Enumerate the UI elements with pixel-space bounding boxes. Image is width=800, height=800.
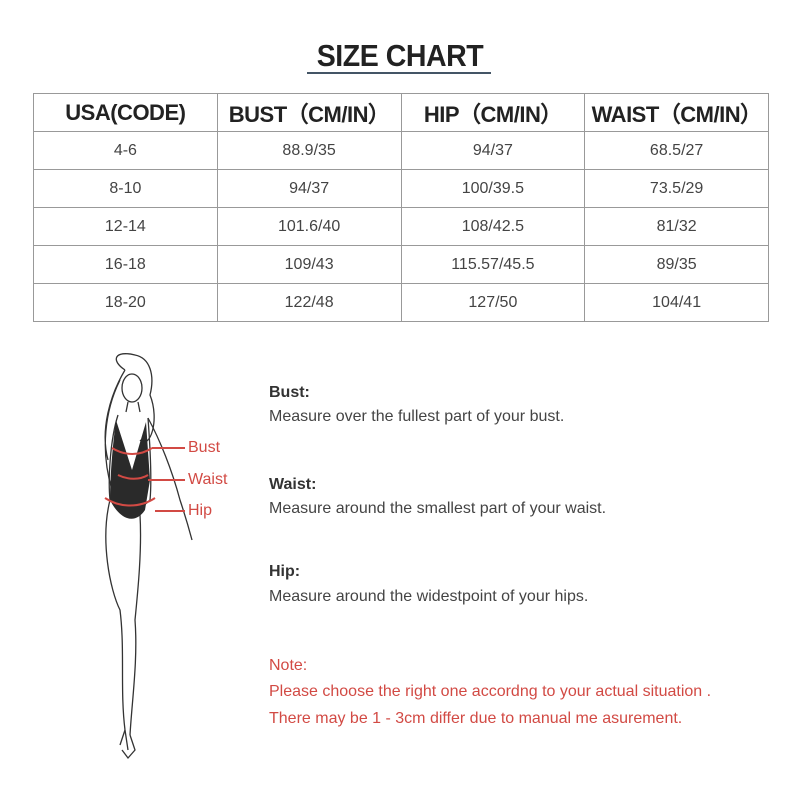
note-line-1: Please choose the right one accordng to … xyxy=(269,683,712,700)
table-row: 18-20 122/48 127/50 104/41 xyxy=(33,283,769,322)
table-cell: 127/50 xyxy=(400,283,586,322)
figure-label-waist: Waist xyxy=(188,471,228,488)
table-cell: 81/32 xyxy=(584,207,769,246)
table-row: 8-10 94/37 100/39.5 73.5/29 xyxy=(33,169,769,208)
waist-instruction: Measure around the smallest part of your… xyxy=(269,500,607,517)
table-body: 4-6 88.9/35 94/37 68.5/27 8-10 94/37 100/39.5 7… xyxy=(33,131,769,322)
hip-heading: Hip: xyxy=(269,563,301,580)
table-cell: 89/35 xyxy=(584,245,769,284)
figure-label-bust: Bust xyxy=(188,439,221,456)
size-table: USA(CODE) BUST（CM/IN） HIP（CM/IN） WAIST（CM/I… xyxy=(33,93,769,322)
table-cell: 8-10 xyxy=(33,169,218,208)
table-cell: 18-20 xyxy=(33,283,218,322)
table-cell: 12-14 xyxy=(33,207,218,246)
body-measurement-figure xyxy=(104,353,193,760)
column-header: WAIST（CM/IN） xyxy=(584,93,769,132)
table-cell: 94/37 xyxy=(216,169,402,208)
table-cell: 73.5/29 xyxy=(584,169,769,208)
column-header: HIP（CM/IN） xyxy=(400,93,586,132)
table-row: 12-14 101.6/40 108/42.5 81/32 xyxy=(33,207,769,246)
table-cell: 108/42.5 xyxy=(400,207,586,246)
note-line-2: There may be 1 - 3cm differ due to manua… xyxy=(269,710,683,727)
note-heading: Note: xyxy=(269,657,308,674)
figure-label-hip: Hip xyxy=(188,502,213,519)
table-cell: 88.9/35 xyxy=(216,131,402,170)
bust-heading: Bust: xyxy=(269,384,310,401)
table-cell: 16-18 xyxy=(33,245,218,284)
column-header: BUST（CM/IN） xyxy=(216,93,402,132)
table-cell: 109/43 xyxy=(216,245,402,284)
title-underline xyxy=(307,72,491,74)
bust-instruction: Measure over the fullest part of your bu… xyxy=(269,408,565,425)
page-title: SIZE CHART xyxy=(316,38,484,73)
table-cell: 4-6 xyxy=(33,131,218,170)
table-row: 4-6 88.9/35 94/37 68.5/27 xyxy=(33,131,769,170)
table-cell: 68.5/27 xyxy=(584,131,769,170)
column-header: USA(CODE) xyxy=(33,93,218,132)
hip-instruction: Measure around the widestpoint of your h… xyxy=(269,588,589,605)
table-header-row: USA(CODE) BUST（CM/IN） HIP（CM/IN） WAIST（CM/I… xyxy=(33,93,769,132)
waist-heading: Waist: xyxy=(269,476,317,493)
table-row: 16-18 109/43 115.57/45.5 89/35 xyxy=(33,245,769,284)
table-cell: 122/48 xyxy=(216,283,402,322)
table-cell: 101.6/40 xyxy=(216,207,402,246)
table-cell: 115.57/45.5 xyxy=(400,245,586,284)
table-cell: 104/41 xyxy=(584,283,769,322)
table-cell: 94/37 xyxy=(400,131,586,170)
table-cell: 100/39.5 xyxy=(400,169,586,208)
